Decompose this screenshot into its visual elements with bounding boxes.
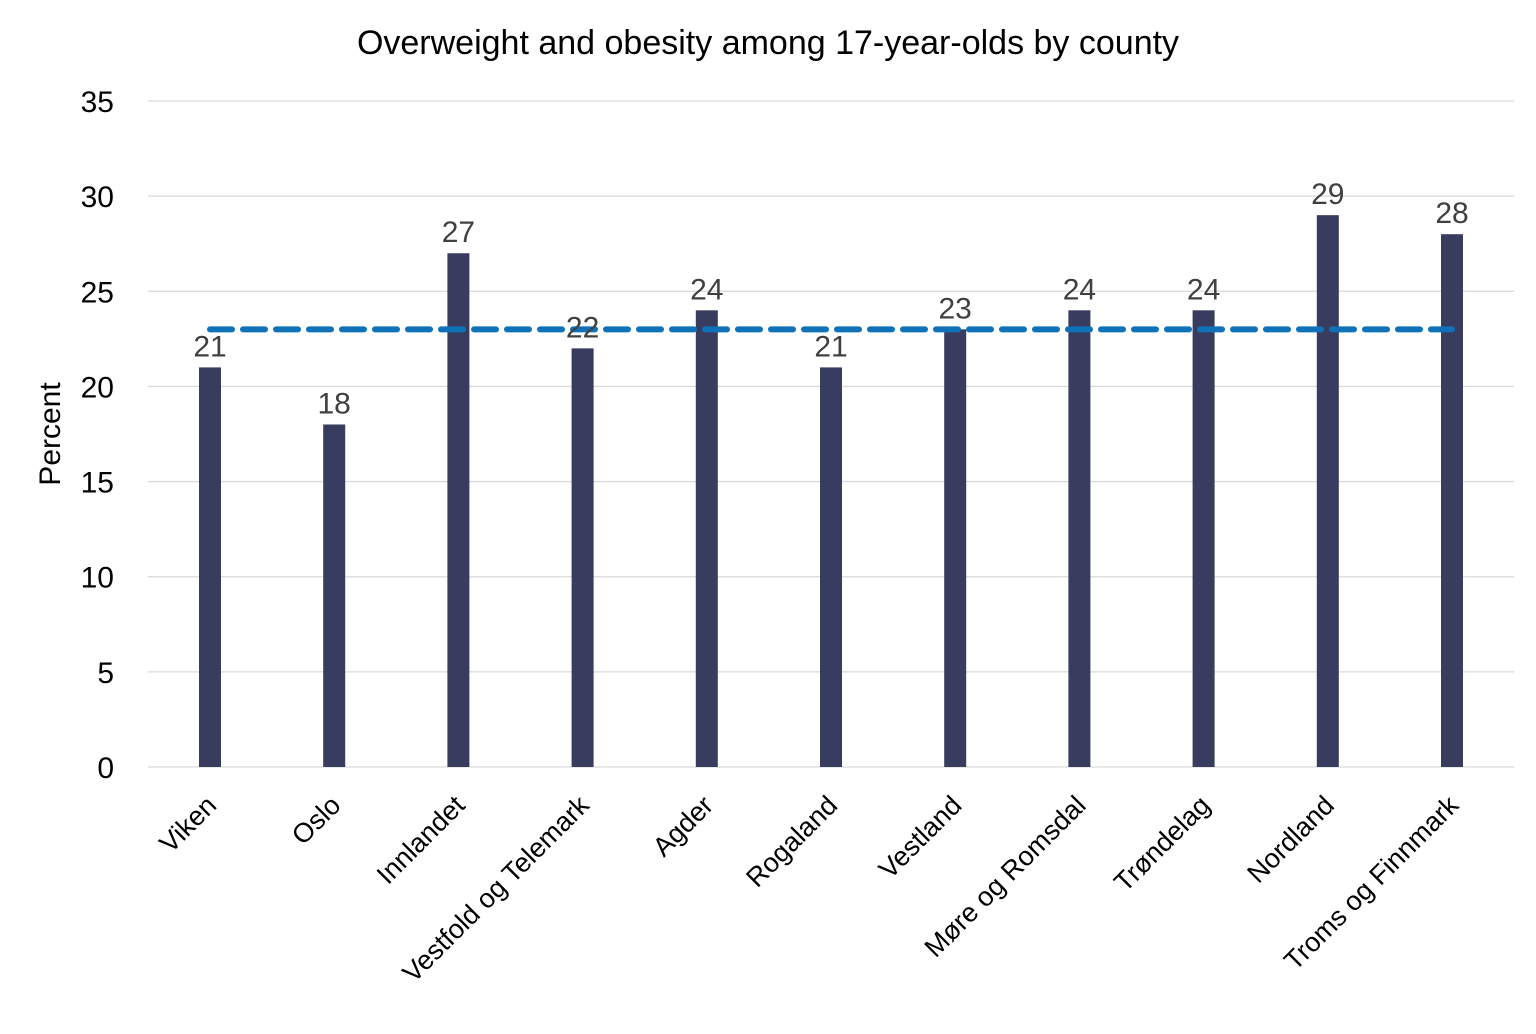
- y-axis-label: Percent: [34, 382, 67, 486]
- x-category-label: Agder: [647, 790, 719, 862]
- x-category-label: Innlandet: [371, 790, 471, 890]
- bar: [199, 367, 221, 767]
- data-label: 29: [1311, 178, 1344, 211]
- x-category-label: Trøndelag: [1108, 790, 1216, 898]
- data-label: 21: [814, 330, 847, 363]
- bar: [1441, 234, 1463, 767]
- bar: [1068, 310, 1091, 767]
- data-label: 22: [566, 311, 599, 344]
- y-tick-label: 0: [97, 752, 114, 785]
- data-label: 23: [939, 292, 972, 325]
- bar: [447, 253, 470, 767]
- y-tick-label: 35: [81, 86, 114, 119]
- bar: [695, 310, 718, 767]
- data-labels: 21 18 27 22 24 21 23 24 24 29 28: [193, 178, 1468, 420]
- y-tick-label: 5: [97, 657, 114, 690]
- y-tick-label: 30: [81, 181, 114, 214]
- y-tick-label: 20: [81, 371, 114, 404]
- bars: [199, 215, 1463, 767]
- data-label: 28: [1435, 197, 1468, 230]
- chart-title: Overweight and obesity among 17-year-old…: [357, 24, 1179, 62]
- x-category-label: Viken: [154, 790, 223, 859]
- x-category-label: Vestland: [873, 790, 967, 884]
- data-label: 27: [442, 216, 475, 249]
- bar: [323, 424, 346, 767]
- data-label: 24: [1063, 273, 1096, 306]
- y-tick-label: 15: [81, 467, 114, 500]
- x-category-label: Oslo: [286, 790, 346, 850]
- y-tick-label: 10: [81, 562, 114, 595]
- data-label: 24: [1187, 273, 1220, 306]
- data-label: 18: [318, 387, 351, 420]
- bar: [571, 348, 594, 767]
- bar: [1192, 310, 1215, 767]
- y-tick-label: 25: [81, 276, 114, 309]
- bar: [820, 367, 842, 767]
- y-axis-ticks: 0 5 10 15 20 25 30 35: [81, 86, 114, 785]
- x-category-label: Nordland: [1241, 790, 1340, 889]
- bar: [1316, 215, 1339, 767]
- bar: [944, 329, 967, 767]
- data-label: 24: [690, 273, 723, 306]
- x-category-label: Rogaland: [740, 790, 843, 893]
- data-label: 21: [193, 330, 226, 363]
